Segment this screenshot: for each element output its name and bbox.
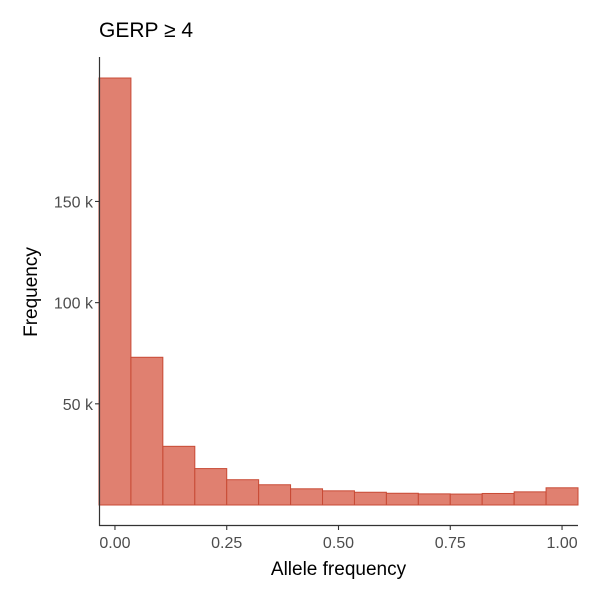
x-tick-label: 0.25 xyxy=(211,535,242,552)
x-axis-title: Allele frequency xyxy=(271,559,407,580)
histogram-bar xyxy=(130,356,164,506)
histogram-bars xyxy=(98,77,579,506)
y-tick-label: 100 k xyxy=(54,296,94,313)
histogram-bar xyxy=(258,484,292,506)
histogram-bar xyxy=(353,491,387,506)
histogram-bar xyxy=(162,445,196,506)
histogram-bar xyxy=(513,491,547,506)
x-tick-label: 0.50 xyxy=(323,535,354,552)
histogram-bar xyxy=(385,492,419,506)
chart-title: GERP ≥ 4 xyxy=(99,19,193,42)
y-tick-label: 150 k xyxy=(54,194,94,211)
histogram-bar xyxy=(322,490,355,506)
y-axis-title: Frequency xyxy=(21,247,42,337)
x-tick-label: 1.00 xyxy=(546,535,577,552)
y-tick-label: 50 k xyxy=(63,397,94,414)
histogram-bar xyxy=(98,77,132,506)
histogram-bar xyxy=(449,493,483,506)
x-axis-ticks: 0.00 0.25 0.50 0.75 1.00 xyxy=(99,526,578,552)
histogram-bar xyxy=(417,493,451,506)
histogram-bar xyxy=(194,468,228,506)
histogram-bar xyxy=(481,492,515,506)
histogram-bar xyxy=(290,488,324,506)
x-tick-label: 0.75 xyxy=(435,535,466,552)
histogram-bar xyxy=(226,479,260,506)
y-axis-ticks: 50 k 100 k 150 k xyxy=(54,194,99,414)
histogram-bar xyxy=(545,487,579,506)
x-tick-label: 0.00 xyxy=(99,535,130,552)
